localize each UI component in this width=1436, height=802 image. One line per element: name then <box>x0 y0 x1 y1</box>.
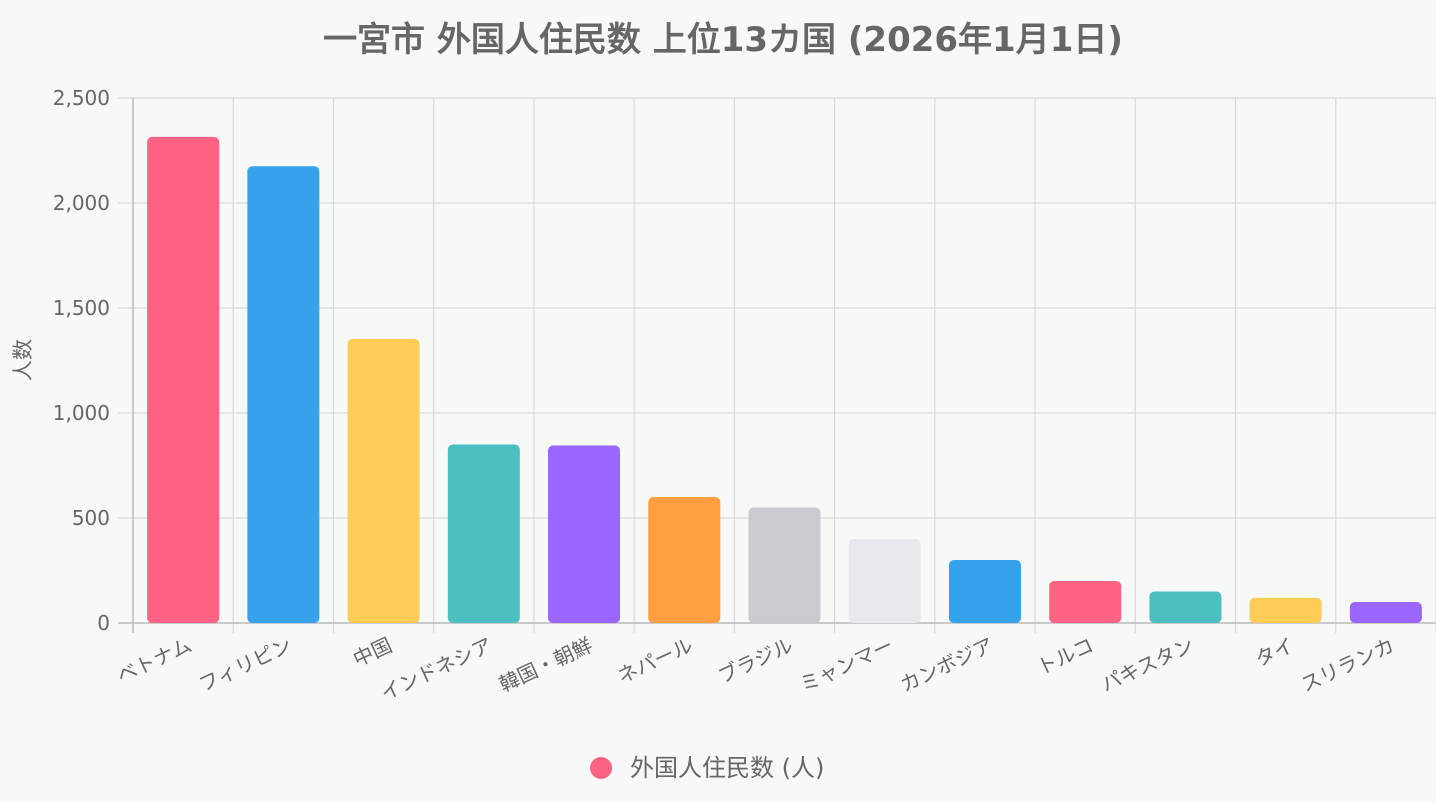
bars <box>147 136 1422 624</box>
x-tick-label: ミャンマー <box>796 633 897 697</box>
legend-label: 外国人住民数 (人) <box>630 754 824 782</box>
legend[interactable]: 外国人住民数 (人) <box>590 754 824 782</box>
y-tick-label: 500 <box>72 506 110 530</box>
y-axis-label: 人数 <box>11 339 35 381</box>
grid-lines <box>118 97 1436 633</box>
y-tick-label: 2,500 <box>53 86 110 110</box>
bar-6[interactable] <box>748 507 821 624</box>
x-tick-label: パキスタン <box>1097 633 1197 697</box>
chart-title: 一宮市 外国人住民数 上位13カ国 (2026年1月1日) <box>323 20 1123 60</box>
x-tick-label: スリランカ <box>1297 633 1398 697</box>
bar-11[interactable] <box>1249 597 1322 623</box>
bar-5[interactable] <box>648 497 721 623</box>
x-tick-label: 韓国・朝鮮 <box>495 633 596 697</box>
bar-4[interactable] <box>548 445 621 623</box>
x-tick-label: フィリピン <box>195 633 295 697</box>
y-tick-label: 2,000 <box>53 191 110 215</box>
y-tick-labels: 0 500 1,000 1,500 2,000 2,500 <box>53 86 110 635</box>
bar-8[interactable] <box>948 560 1021 623</box>
y-tick-label: 1,000 <box>53 401 110 425</box>
bar-0[interactable] <box>147 136 220 623</box>
bar-12[interactable] <box>1349 602 1422 623</box>
x-tick-label: トルコ <box>1033 633 1097 680</box>
bar-7[interactable] <box>848 539 921 623</box>
y-tick-label: 0 <box>97 611 110 635</box>
x-tick-label: タイ <box>1251 633 1297 672</box>
y-tick-label: 1,500 <box>53 296 110 320</box>
x-tick-label: ベトナム <box>113 633 195 688</box>
bar-3[interactable] <box>447 444 520 624</box>
bar-10[interactable] <box>1149 591 1222 624</box>
x-tick-label: ネパール <box>614 633 697 689</box>
bar-9[interactable] <box>1049 581 1122 623</box>
x-tick-label: カンボジア <box>896 633 997 697</box>
bar-1[interactable] <box>247 166 320 623</box>
x-tick-label: 中国 <box>349 633 395 672</box>
x-tick-label: インドネシア <box>377 633 496 705</box>
x-tick-label: ブラジル <box>714 633 796 688</box>
bar-2[interactable] <box>347 338 420 623</box>
legend-swatch <box>590 757 612 779</box>
